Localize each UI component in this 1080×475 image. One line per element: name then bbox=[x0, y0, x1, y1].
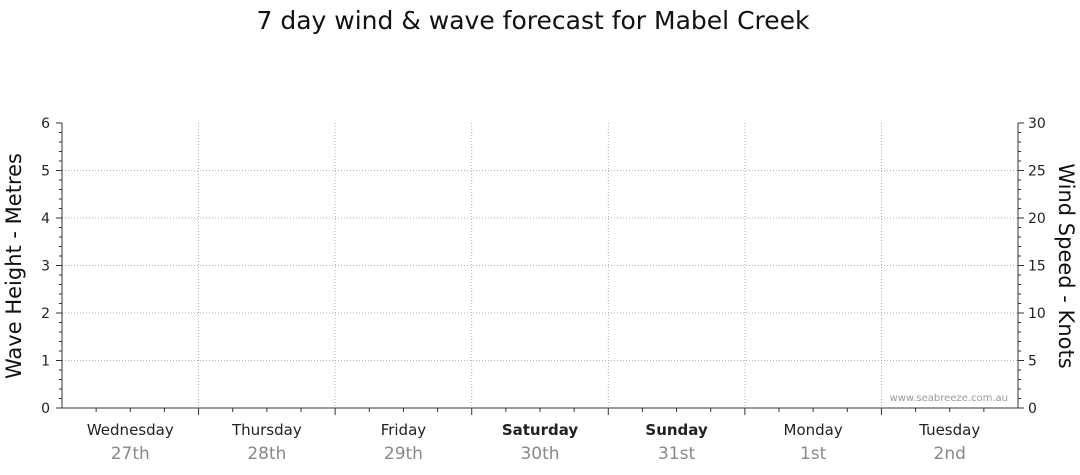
axes bbox=[56, 122, 1024, 415]
day-name-label: Wednesday bbox=[87, 421, 174, 439]
left-tick-label: 0 bbox=[41, 401, 50, 417]
left-tick-label: 5 bbox=[41, 164, 50, 180]
right-tick-label: 5 bbox=[1028, 354, 1037, 370]
y-axis-right-title: Wind Speed - Knots bbox=[1054, 163, 1078, 368]
right-tick-label: 20 bbox=[1028, 211, 1046, 227]
left-tick-label: 4 bbox=[41, 211, 50, 227]
day-name-label: Friday bbox=[381, 421, 427, 439]
day-date-label: 29th bbox=[384, 444, 423, 464]
day-date-label: 2nd bbox=[934, 444, 966, 464]
left-tick-label: 2 bbox=[41, 306, 50, 322]
y-axis-left-title: Wave Height - Metres bbox=[2, 153, 26, 379]
day-name-label: Tuesday bbox=[918, 421, 980, 439]
day-date-label: 31st bbox=[658, 444, 695, 464]
day-name-label: Thursday bbox=[231, 421, 302, 439]
right-tick-label: 0 bbox=[1028, 401, 1037, 417]
day-date-label: 30th bbox=[520, 444, 559, 464]
right-tick-label: 25 bbox=[1028, 164, 1046, 180]
tick-labels: 0 1 2 3 4 5 6 0 5 10 15 20 25 30 Wednesday 27th Thursday… bbox=[41, 116, 1046, 464]
left-tick-label: 6 bbox=[41, 116, 50, 132]
chart-title: 7 day wind & wave forecast for Mabel Cre… bbox=[256, 6, 810, 35]
day-name-label: Monday bbox=[784, 421, 843, 439]
grid-lines bbox=[62, 123, 1018, 408]
day-date-label: 1st bbox=[800, 444, 827, 464]
day-date-label: 27th bbox=[111, 444, 150, 464]
left-tick-label: 3 bbox=[41, 259, 50, 275]
right-tick-label: 30 bbox=[1028, 116, 1046, 132]
day-date-label: 28th bbox=[247, 444, 286, 464]
day-name-label: Saturday bbox=[502, 421, 579, 439]
day-name-label: Sunday bbox=[645, 421, 708, 439]
right-tick-label: 15 bbox=[1028, 259, 1046, 275]
watermark-text: www.seabreeze.com.au bbox=[890, 393, 1008, 404]
left-tick-label: 1 bbox=[41, 354, 50, 370]
right-tick-label: 10 bbox=[1028, 306, 1046, 322]
